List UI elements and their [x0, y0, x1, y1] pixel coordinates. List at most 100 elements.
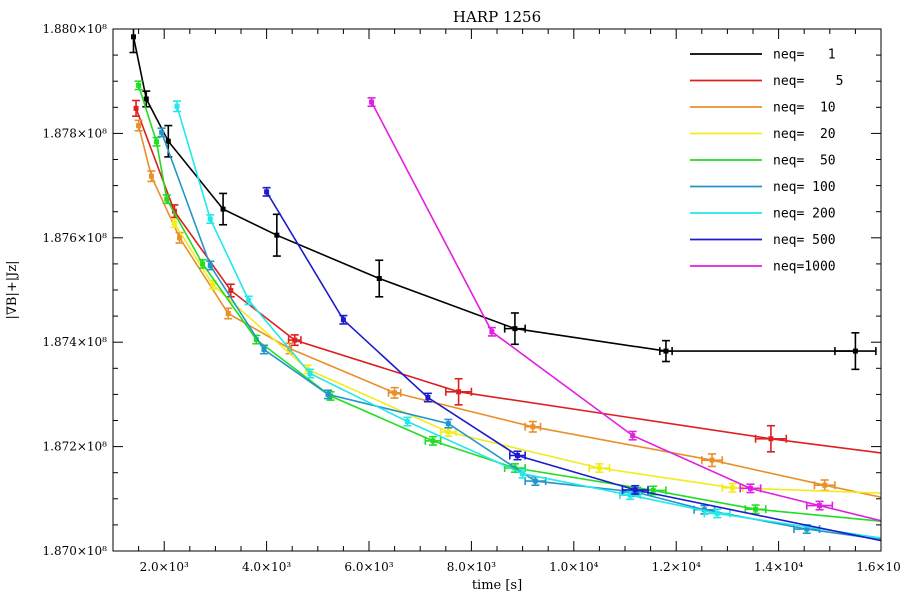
data-point — [659, 339, 673, 363]
data-point — [744, 504, 767, 515]
data-marker — [253, 337, 259, 343]
series-line — [265, 191, 881, 542]
legend-label: neq= 1 — [773, 48, 836, 63]
data-point — [621, 484, 649, 495]
data-point — [224, 307, 233, 320]
data-point — [244, 295, 253, 306]
data-point — [339, 314, 348, 325]
data-marker — [154, 139, 160, 145]
data-point — [147, 170, 156, 183]
legend-label: neq= 20 — [773, 127, 836, 142]
data-point — [129, 29, 138, 54]
legend-label: neq= 50 — [773, 154, 836, 169]
data-marker — [143, 96, 149, 102]
x-tick-label: 1.6×10⁴ — [856, 560, 900, 574]
series-4 — [170, 218, 881, 494]
y-tick-label: 1.880×10⁸ — [43, 22, 108, 36]
y-tick-label: 1.876×10⁸ — [43, 231, 108, 245]
data-point — [132, 99, 141, 117]
data-marker — [852, 348, 858, 354]
data-point — [152, 136, 161, 147]
data-marker — [376, 276, 382, 282]
series-line — [370, 101, 881, 522]
data-marker — [768, 436, 774, 442]
data-marker — [159, 129, 165, 135]
data-point — [805, 500, 834, 511]
chart-title: HARP 1256 — [453, 8, 541, 26]
series-2 — [132, 99, 881, 454]
y-axis-label: |∇B|+|Jz| — [5, 260, 20, 319]
data-marker — [596, 465, 602, 471]
y-tick-label: 1.874×10⁸ — [43, 335, 108, 349]
data-point — [721, 482, 744, 493]
series-5 — [134, 80, 881, 522]
legend-item: neq= 100 — [690, 180, 836, 195]
data-marker — [264, 189, 270, 195]
series-line — [137, 125, 881, 498]
legend-label: neq=1000 — [773, 260, 836, 275]
data-marker — [369, 99, 375, 105]
data-marker — [456, 389, 462, 395]
legend-item: neq= 1 — [690, 48, 836, 63]
x-tick-label: 1.0×10⁴ — [549, 560, 598, 574]
legend-label: neq= 5 — [773, 74, 843, 89]
legend-item: neq= 50 — [690, 154, 836, 169]
y-tick-label: 1.878×10⁸ — [43, 126, 108, 140]
series-line — [135, 108, 881, 454]
data-point — [703, 508, 731, 519]
data-point — [375, 259, 384, 298]
data-point — [588, 463, 611, 473]
data-marker — [730, 485, 736, 491]
x-tick-label: 8.0×10³ — [447, 560, 496, 574]
legend-label: neq= 500 — [773, 233, 836, 248]
data-point — [206, 260, 215, 271]
data-marker — [171, 208, 177, 214]
x-tick-label: 1.4×10⁴ — [754, 560, 803, 574]
data-point — [198, 258, 207, 269]
data-marker — [165, 138, 171, 144]
data-marker — [404, 419, 410, 425]
data-point — [367, 97, 376, 108]
data-marker — [177, 235, 183, 241]
data-marker — [133, 105, 139, 111]
series-line — [132, 36, 856, 352]
data-marker — [532, 478, 538, 484]
data-marker — [210, 282, 216, 288]
data-marker — [650, 487, 656, 493]
data-point — [508, 450, 526, 461]
x-tick-label: 2.0×10³ — [140, 560, 189, 574]
data-point — [142, 90, 151, 108]
data-point — [739, 483, 762, 494]
legend-label: neq= 10 — [773, 101, 836, 116]
data-marker — [392, 390, 398, 396]
data-marker — [804, 526, 810, 532]
legend-item: neq= 5 — [690, 74, 843, 89]
data-marker — [445, 421, 451, 427]
data-point — [157, 127, 166, 138]
y-tick-label: 1.870×10⁸ — [43, 544, 108, 558]
data-marker — [207, 216, 213, 222]
x-axis-label: time [s] — [472, 578, 522, 593]
data-point — [134, 119, 143, 132]
data-point — [423, 392, 432, 403]
data-marker — [425, 395, 431, 401]
data-marker — [246, 297, 252, 303]
data-marker — [292, 337, 298, 343]
data-point — [134, 80, 143, 91]
data-point — [834, 332, 877, 371]
tick-labels: 2.0×10³ 4.0×10³ 6.0×10³ 8.0×10³ 1.0×10⁴ 1.2×1… — [43, 22, 900, 574]
data-marker — [200, 261, 206, 267]
data-point — [424, 435, 442, 446]
data-point — [173, 100, 181, 113]
data-point — [444, 377, 473, 406]
data-marker — [148, 173, 154, 179]
data-point — [262, 186, 271, 197]
data-point — [444, 418, 453, 429]
data-point — [813, 479, 836, 492]
data-point — [208, 279, 217, 290]
data-marker — [514, 452, 520, 458]
data-marker — [340, 317, 346, 323]
series-8 — [262, 186, 881, 542]
data-point — [324, 389, 333, 400]
